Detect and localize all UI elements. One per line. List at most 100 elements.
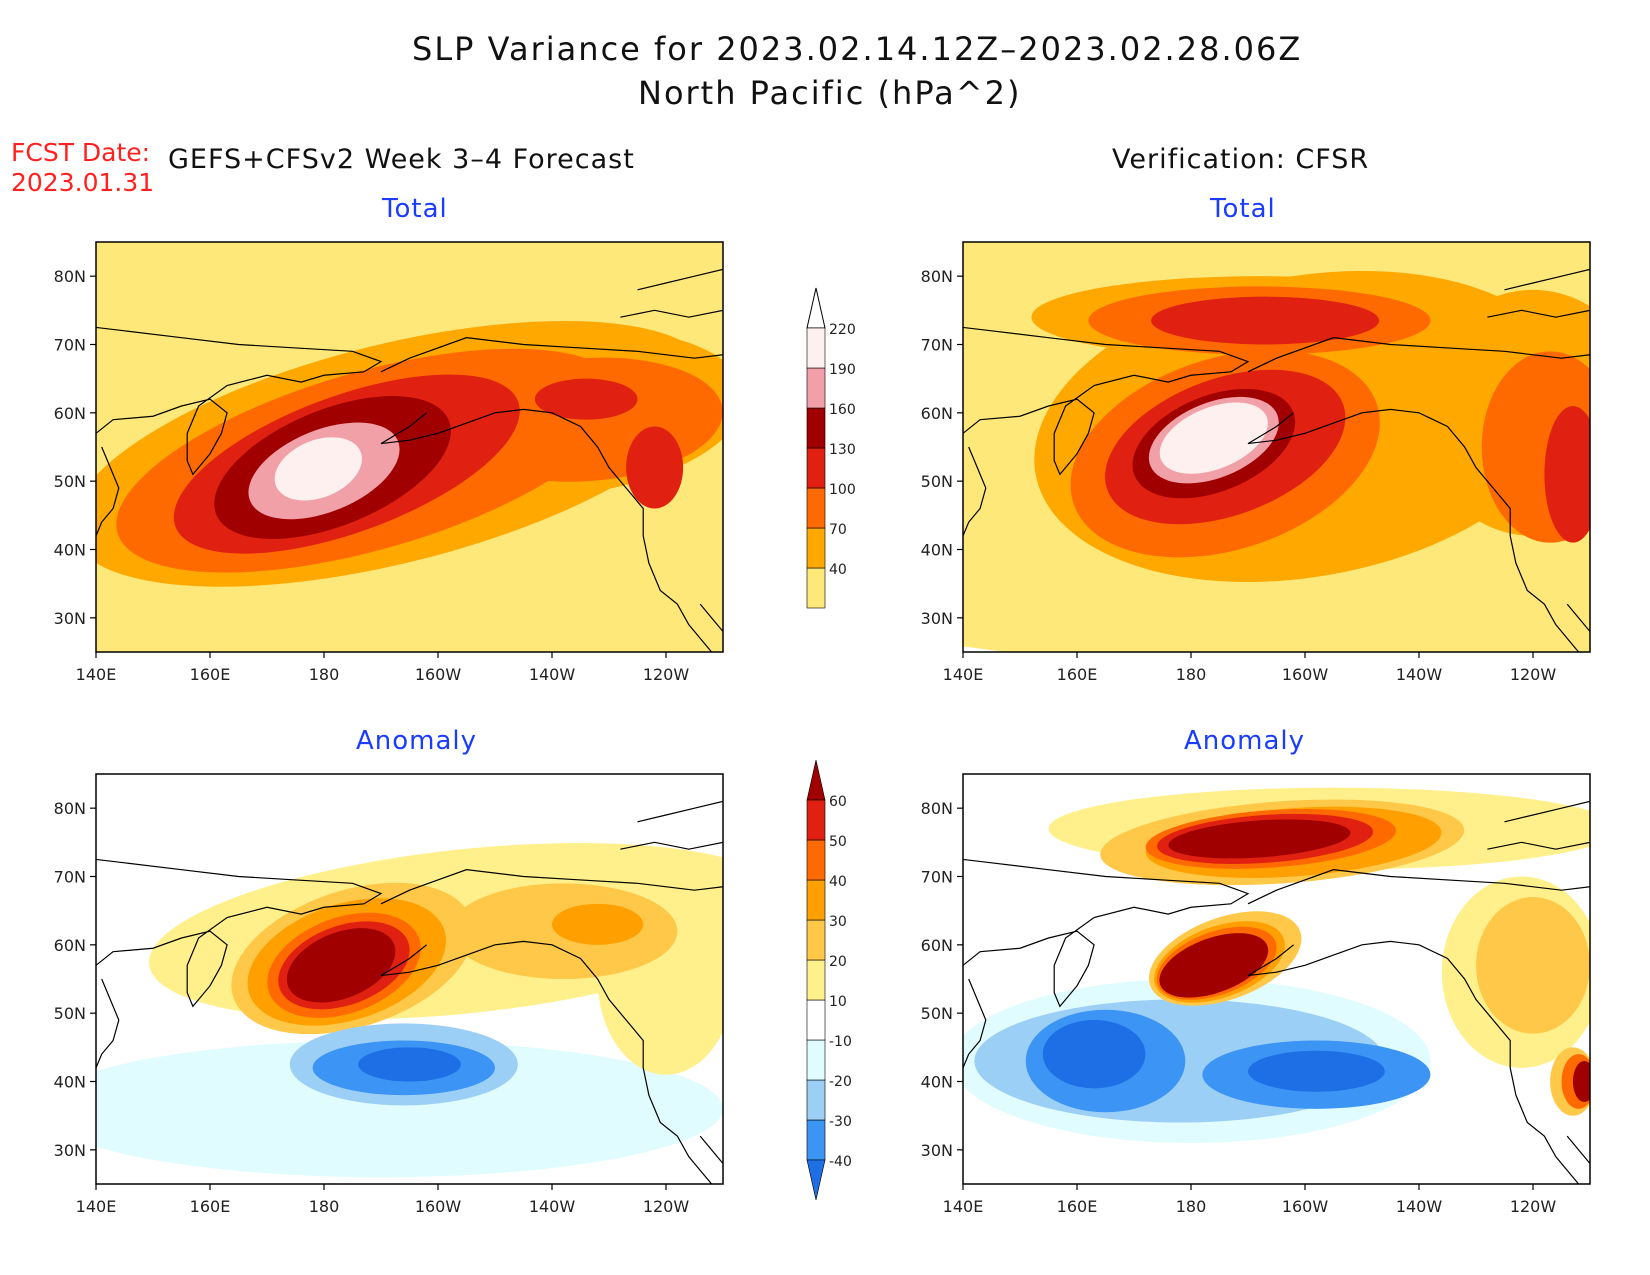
colorbar-label: 30: [829, 914, 847, 930]
lat-tick-label: 30N: [921, 1141, 953, 1160]
lat-tick-label: 30N: [54, 609, 86, 628]
lat-tick-label: 60N: [921, 404, 953, 423]
colorbar-swatch: [806, 447, 826, 489]
lon-tick-label: 160E: [1057, 665, 1098, 684]
colorbar-label: -30: [829, 1114, 852, 1130]
colorbar-label: 40: [829, 874, 847, 890]
colorbar-label: 130: [829, 442, 856, 458]
contour-region-13: [1248, 1050, 1385, 1092]
coastline-4: [1566, 603, 1590, 632]
lat-tick-label: 60N: [54, 404, 86, 423]
lon-tick-label: 160W: [1282, 1197, 1329, 1216]
colorbar-label: 220: [829, 322, 856, 338]
lat-tick-label: 80N: [921, 799, 953, 818]
verification-total-subtitle: Total: [1210, 194, 1276, 224]
lat-tick-label: 80N: [54, 799, 86, 818]
lat-tick-label: 50N: [921, 1004, 953, 1023]
lon-tick-label: 120W: [1510, 1197, 1557, 1216]
colorbar-swatch: [806, 999, 826, 1041]
coastline-3: [380, 408, 713, 652]
map-frame: [962, 241, 1591, 653]
contour-region-7: [626, 426, 684, 509]
colorbar-label: -40: [829, 1154, 852, 1170]
contour-region-7: [1168, 819, 1351, 859]
coastline-1: [963, 446, 987, 537]
lon-tick-label: 180: [309, 665, 340, 684]
colorbar-top-arrow: [806, 759, 826, 801]
colorbar-swatch: [806, 367, 826, 409]
lon-tick-label: 160W: [415, 665, 462, 684]
lat-tick-label: 70N: [54, 336, 86, 355]
coastline-5: [637, 268, 723, 291]
coastline-2: [380, 869, 723, 905]
contour-region-9: [286, 928, 396, 1003]
contour-region-12: [358, 1047, 461, 1082]
coastline-3: [1247, 408, 1580, 652]
colorbar-swatch: [806, 407, 826, 449]
total-colorbar: 40 70 100 130 160 190 220: [806, 287, 856, 609]
forecast-column-header: GEFS+CFSv2 Week 3–4 Forecast: [168, 144, 635, 175]
forecast-total-subtitle: Total: [382, 194, 448, 224]
verification-anomaly-subtitle: Anomaly: [1184, 726, 1306, 756]
coastline-5: [637, 800, 723, 823]
colorbar-label: -20: [829, 1074, 852, 1090]
colorbar-swatch: [806, 1079, 826, 1121]
anomaly-colorbar: -40 -30 -20 -10 10 20 30 40 50 60: [806, 759, 852, 1201]
coastline-4: [699, 603, 723, 632]
lat-tick-label: 40N: [54, 1073, 86, 1092]
colorbar-label: 50: [829, 834, 847, 850]
colorbar-label: 40: [829, 562, 847, 578]
colorbar-label: 160: [829, 402, 856, 418]
lat-tick-label: 60N: [921, 936, 953, 955]
lat-tick-label: 60N: [54, 936, 86, 955]
lon-tick-label: 160W: [415, 1197, 462, 1216]
colorbar-top-arrow: [806, 287, 826, 329]
lat-tick-label: 70N: [921, 336, 953, 355]
coastline-0: [96, 326, 383, 476]
contour-region-3: [1476, 897, 1590, 1034]
lat-tick-label: 80N: [921, 267, 953, 286]
contour-region-20: [1572, 1061, 1590, 1102]
colorbar-swatch: [806, 327, 826, 369]
figure-subtitle: North Pacific (hPa^2): [638, 74, 1022, 112]
coastline-0: [963, 858, 1250, 1008]
coastline-4: [1566, 1135, 1590, 1164]
lat-tick-label: 80N: [54, 267, 86, 286]
lat-tick-label: 50N: [921, 472, 953, 491]
colorbar-swatch: [806, 1039, 826, 1081]
colorbar-swatch: [806, 839, 826, 881]
lon-tick-label: 140W: [529, 1197, 576, 1216]
lat-tick-label: 40N: [921, 541, 953, 560]
coastline-6: [1487, 309, 1590, 318]
lat-tick-label: 40N: [921, 1073, 953, 1092]
forecast-total-map: 140E 160E 180 160W 140W 120W 30N 40N 50N 60N 70N 80…: [54, 241, 724, 684]
coastline-6: [620, 841, 723, 850]
coastline-1: [96, 978, 120, 1069]
colorbar-swatch: [806, 567, 826, 609]
verification-column-header: Verification: CFSR: [1112, 144, 1370, 175]
lat-tick-label: 30N: [54, 1141, 86, 1160]
lat-tick-label: 50N: [54, 1004, 86, 1023]
contour-region-12: [1159, 402, 1268, 474]
lon-tick-label: 120W: [643, 1197, 690, 1216]
colorbar-swatch: [806, 919, 826, 961]
colorbar-label: 100: [829, 482, 856, 498]
lon-tick-label: 120W: [643, 665, 690, 684]
colorbar-label: 70: [829, 522, 847, 538]
contour-region-0: [96, 1040, 723, 1178]
colorbar-label: -10: [829, 1034, 852, 1050]
lat-tick-label: 40N: [54, 541, 86, 560]
coastline-1: [963, 978, 987, 1069]
colorbar-swatch: [806, 959, 826, 1001]
contour-region-10: [274, 437, 362, 501]
verification-total-map: 140E 160E 180 160W 140W 120W 30N 40N 50N 60N 70N 80…: [921, 241, 1591, 684]
lat-tick-label: 70N: [54, 868, 86, 887]
lat-tick-label: 70N: [921, 868, 953, 887]
coastline-3: [380, 940, 713, 1184]
lon-tick-label: 180: [309, 1197, 340, 1216]
lon-tick-label: 120W: [1510, 665, 1557, 684]
coastline-4: [699, 1135, 723, 1164]
map-frame: [95, 241, 724, 653]
coastline-5: [1504, 268, 1590, 291]
coastline-1: [96, 446, 120, 537]
